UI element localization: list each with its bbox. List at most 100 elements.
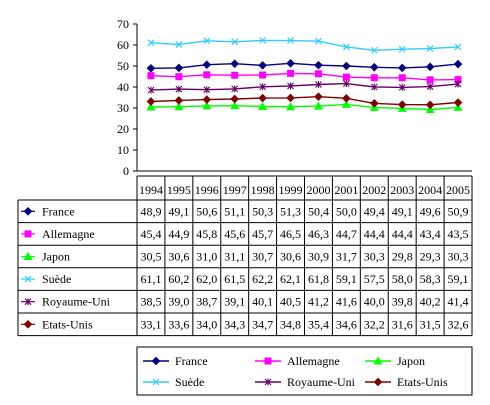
data-point [231,71,239,79]
legend-item-suède: Suède [143,375,204,389]
data-point [373,356,383,365]
table-cell: 48,9 [140,204,161,218]
data-point [314,60,323,70]
data-point [231,85,239,93]
table-cell: 50,9 [448,204,469,218]
table-cell: 44,4 [392,227,413,241]
table-cell: 34,0 [196,317,217,331]
table-cell: 30,3 [448,250,469,264]
data-point [147,72,155,80]
series-line [150,103,459,111]
table-cell: 62,1 [280,272,301,286]
table-cell: 45,8 [196,227,217,241]
data-table: 1994 1995 1996 1997 1998 1999 2000 2001 2002 2003… [17,175,473,337]
table-cell: 49,4 [364,204,385,218]
table-cell: 59,1 [336,272,357,286]
table-cell: 30,6 [168,250,189,264]
table-year-label: 2002 [362,183,386,197]
data-point [369,62,379,72]
data-point [287,37,294,45]
table-cell: 31,1 [224,250,245,264]
y-tick-label: 70 [117,17,129,31]
series-line [150,82,459,91]
series-france [146,58,463,73]
table-cell: 62,0 [196,272,217,286]
data-point [314,101,323,110]
table-series-name: Allemagne [42,227,95,241]
table-cell: 32,6 [448,317,469,331]
data-point [202,60,212,70]
table-cell: 46,3 [308,227,329,241]
table-cell: 39,0 [168,295,189,309]
table-cell: 45,4 [140,227,161,241]
table-cell: 30,7 [252,250,273,264]
table-year-label: 1994 [139,183,163,197]
data-point [175,41,183,49]
data-point [258,61,267,70]
data-point [146,97,156,106]
data-point [453,59,463,69]
legend-label: Etats-Unis [397,375,448,389]
table-year-label: 1995 [167,183,191,197]
legend-item-etats-unis: Etats-Unis [365,375,448,389]
data-point [258,93,267,103]
data-point [453,102,463,111]
data-point [342,94,351,103]
data-point [175,73,183,81]
data-point [286,93,295,103]
y-tick-label: 20 [117,122,129,136]
data-point [426,45,434,52]
series-line [150,95,459,106]
table-cell: 31,7 [336,250,357,264]
data-point [425,100,435,110]
table-cell: 61,8 [308,272,329,286]
data-point [454,43,462,51]
data-point [202,95,212,104]
data-point [397,100,407,109]
table-series-name: Etats-Unis [42,317,93,331]
table-cell: 40,0 [364,295,385,309]
table-cell: 61,1 [140,272,161,286]
legend-label: Japon [397,354,425,368]
series-allemagne [147,69,462,84]
table-cell: 34,8 [280,317,301,331]
data-point [342,80,350,88]
table-series-name: Suède [42,272,71,286]
table-cell: 29,8 [392,250,413,264]
table-cell: 35,4 [308,317,329,331]
table-year-label: 2003 [390,183,414,197]
legend-box [136,346,473,396]
data-point [425,104,435,113]
series-japon [146,99,463,113]
y-tick-label: 50 [117,59,129,73]
data-point [146,64,156,73]
chart-legend: France Allemagne Japon Suède Royaume-Uni Etat… [136,346,473,396]
table-year-label: 2001 [334,183,358,197]
y-tick-label: 60 [117,38,129,52]
data-point [147,39,155,47]
data-point [426,76,434,84]
table-year-label: 1999 [279,183,303,197]
table-cell: 62,2 [252,272,273,286]
y-tick-label: 0 [123,164,129,178]
data-point [147,86,155,94]
table-cell: 43,5 [448,227,469,241]
table-cell: 57,5 [364,272,385,286]
table-cell: 30,6 [280,250,301,264]
table-cell: 40,1 [252,295,273,309]
table-cell: 34,7 [252,317,273,331]
legend-item-royaume-uni: Royaume-Uni [255,375,356,389]
data-point [315,80,322,88]
table-cell: 38,7 [196,295,217,309]
data-point [231,38,239,46]
data-point [258,101,268,111]
data-point [370,46,378,54]
data-point [203,71,211,79]
table-cell: 30,5 [140,250,161,264]
series-suède [147,36,462,54]
data-point [287,82,294,90]
data-point [152,378,160,386]
data-point [287,69,295,77]
table-cell: 49,1 [392,204,413,218]
